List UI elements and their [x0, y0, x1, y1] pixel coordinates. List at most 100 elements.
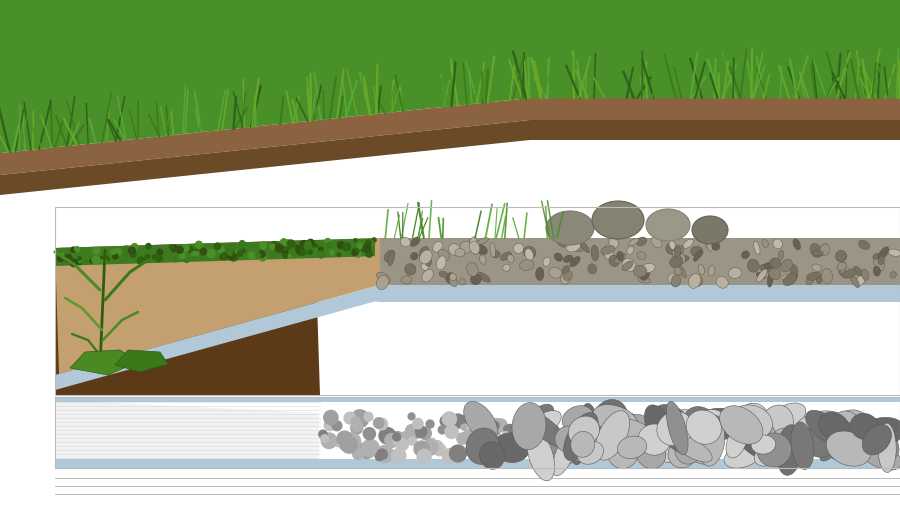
- Ellipse shape: [480, 442, 505, 469]
- Ellipse shape: [460, 279, 465, 285]
- Ellipse shape: [754, 443, 783, 466]
- Circle shape: [414, 419, 422, 427]
- Circle shape: [362, 439, 379, 457]
- Circle shape: [146, 244, 151, 249]
- Ellipse shape: [856, 417, 900, 449]
- Ellipse shape: [419, 246, 429, 259]
- Ellipse shape: [464, 401, 498, 442]
- Polygon shape: [115, 350, 168, 372]
- Ellipse shape: [612, 415, 632, 446]
- Circle shape: [482, 428, 496, 443]
- Circle shape: [392, 436, 402, 445]
- Ellipse shape: [477, 237, 489, 245]
- Circle shape: [502, 432, 509, 439]
- Circle shape: [414, 441, 429, 456]
- Ellipse shape: [563, 271, 572, 280]
- Polygon shape: [0, 0, 900, 153]
- Circle shape: [220, 255, 224, 259]
- Circle shape: [60, 253, 64, 257]
- Circle shape: [409, 437, 417, 445]
- Ellipse shape: [688, 277, 699, 287]
- Ellipse shape: [878, 247, 889, 259]
- Circle shape: [241, 247, 245, 251]
- Circle shape: [490, 418, 503, 432]
- Ellipse shape: [686, 410, 722, 444]
- Ellipse shape: [563, 412, 598, 461]
- Ellipse shape: [638, 424, 670, 455]
- Ellipse shape: [773, 239, 783, 249]
- Ellipse shape: [471, 274, 482, 285]
- Ellipse shape: [566, 241, 580, 252]
- Circle shape: [197, 245, 201, 249]
- Circle shape: [123, 246, 129, 252]
- Ellipse shape: [697, 419, 718, 457]
- Ellipse shape: [835, 436, 862, 463]
- Ellipse shape: [454, 248, 465, 257]
- Circle shape: [129, 247, 135, 254]
- Circle shape: [271, 242, 277, 248]
- Ellipse shape: [546, 211, 594, 245]
- Circle shape: [428, 438, 436, 448]
- Circle shape: [242, 249, 246, 252]
- Ellipse shape: [731, 423, 766, 458]
- Circle shape: [325, 238, 330, 244]
- Circle shape: [196, 251, 200, 255]
- Circle shape: [506, 444, 523, 461]
- Circle shape: [324, 410, 338, 425]
- Circle shape: [171, 245, 177, 252]
- Ellipse shape: [422, 269, 433, 282]
- Circle shape: [131, 244, 138, 250]
- Ellipse shape: [716, 276, 728, 288]
- Circle shape: [214, 243, 220, 249]
- Ellipse shape: [480, 255, 486, 264]
- Circle shape: [103, 260, 107, 264]
- Ellipse shape: [580, 241, 590, 253]
- Circle shape: [240, 248, 245, 252]
- Circle shape: [71, 247, 76, 252]
- Ellipse shape: [675, 424, 706, 464]
- Ellipse shape: [507, 254, 514, 263]
- Circle shape: [319, 247, 323, 251]
- Circle shape: [207, 250, 215, 258]
- Circle shape: [476, 427, 489, 440]
- Circle shape: [281, 242, 286, 248]
- Circle shape: [366, 251, 373, 257]
- Circle shape: [70, 259, 77, 267]
- Ellipse shape: [692, 410, 724, 432]
- Ellipse shape: [822, 269, 832, 284]
- Circle shape: [259, 254, 266, 261]
- Circle shape: [372, 238, 376, 242]
- Ellipse shape: [738, 403, 769, 433]
- Ellipse shape: [604, 244, 614, 260]
- Circle shape: [218, 246, 224, 252]
- Ellipse shape: [859, 240, 869, 250]
- Ellipse shape: [503, 264, 510, 271]
- Circle shape: [357, 243, 363, 249]
- Circle shape: [490, 430, 500, 440]
- Ellipse shape: [879, 431, 899, 458]
- Circle shape: [416, 426, 427, 437]
- Circle shape: [321, 435, 328, 442]
- Circle shape: [258, 251, 265, 258]
- Circle shape: [130, 251, 136, 258]
- Ellipse shape: [837, 262, 846, 271]
- Circle shape: [344, 412, 356, 424]
- Circle shape: [352, 251, 357, 255]
- Circle shape: [193, 256, 196, 260]
- Ellipse shape: [742, 251, 750, 259]
- Circle shape: [183, 245, 189, 251]
- Circle shape: [111, 249, 116, 254]
- Ellipse shape: [693, 250, 702, 262]
- Ellipse shape: [690, 246, 703, 257]
- Ellipse shape: [862, 425, 892, 455]
- Polygon shape: [55, 238, 380, 374]
- Ellipse shape: [652, 428, 687, 462]
- Circle shape: [422, 439, 438, 455]
- Ellipse shape: [475, 245, 488, 254]
- Circle shape: [138, 257, 145, 264]
- Ellipse shape: [601, 246, 615, 254]
- Circle shape: [230, 250, 234, 254]
- Circle shape: [476, 433, 491, 447]
- Circle shape: [156, 255, 162, 262]
- Circle shape: [440, 415, 452, 427]
